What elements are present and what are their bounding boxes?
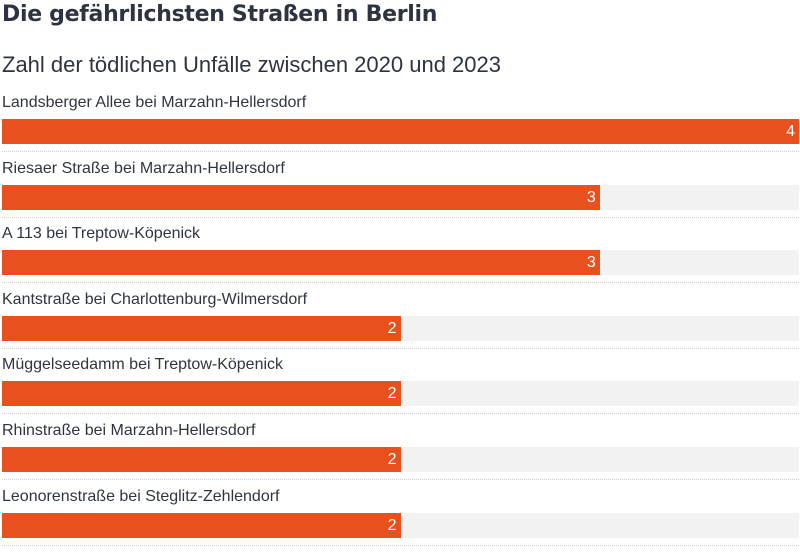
bar: 3 [2, 250, 600, 276]
row-divider [2, 347, 799, 349]
row-divider [2, 151, 799, 152]
bar-category-label: Kantstraße bei Charlottenburg-Wilmersdor… [2, 290, 308, 308]
bar-track: 2 [2, 447, 799, 472]
bar-category-label: Müggelseedamm bei Treptow-Köpenick [2, 356, 284, 374]
bar: 2 [2, 512, 401, 538]
bar: 2 [2, 315, 401, 341]
row-divider [2, 413, 799, 415]
bar-value-label: 2 [387, 385, 397, 403]
chart-subtitle: Zahl der tödlichen Unfälle zwischen 2020… [2, 52, 501, 77]
bar-track: 4 [2, 119, 799, 144]
row-divider [2, 544, 799, 546]
chart-row: Leonorenstraße bei Steglitz-Zehlendorf 2 [0, 486, 800, 552]
bar: 2 [2, 447, 401, 472]
chart-title: Die gefährlichsten Straßen in Berlin [2, 2, 438, 27]
chart-row: Riesaer Straße bei Marzahn-Hellersdorf 3 [0, 158, 800, 224]
bar-value-label: 3 [586, 254, 596, 272]
row-divider [2, 282, 799, 284]
row-divider [2, 479, 799, 480]
bar-category-label: Rhinstraße bei Marzahn-Hellersdorf [2, 422, 256, 439]
bar-category-label: Riesaer Straße bei Marzahn-Hellersdorf [2, 159, 285, 177]
bar-value-label: 2 [387, 451, 397, 468]
row-divider [2, 216, 799, 218]
bar-category-label: A 113 bei Treptow-Köpenick [2, 225, 201, 243]
chart-row: Landsberger Allee bei Marzahn-Hellersdor… [0, 92, 800, 158]
bar-value-label: 2 [387, 516, 397, 534]
bar-value-label: 4 [786, 123, 795, 140]
chart-row: Kantstraße bei Charlottenburg-Wilmersdor… [0, 289, 800, 355]
bar-track: 2 [2, 381, 799, 407]
chart-row: Rhinstraße bei Marzahn-Hellersdorf 2 [0, 420, 800, 486]
chart-row: A 113 bei Treptow-Köpenick 3 [0, 223, 800, 289]
chart-row: Müggelseedamm bei Treptow-Köpenick 2 [0, 354, 800, 420]
bar-category-label: Leonorenstraße bei Steglitz-Zehlendorf [2, 487, 280, 505]
bar-track: 3 [2, 184, 799, 210]
bar: 3 [2, 184, 600, 210]
bar-value-label: 2 [387, 319, 397, 337]
bar-track: 3 [2, 250, 799, 276]
bar: 2 [2, 381, 401, 407]
bar-category-label: Landsberger Allee bei Marzahn-Hellersdor… [2, 94, 307, 111]
bar: 4 [2, 119, 799, 144]
bar-track: 2 [2, 512, 799, 538]
bar-value-label: 3 [586, 188, 596, 206]
bar-track: 2 [2, 315, 799, 341]
